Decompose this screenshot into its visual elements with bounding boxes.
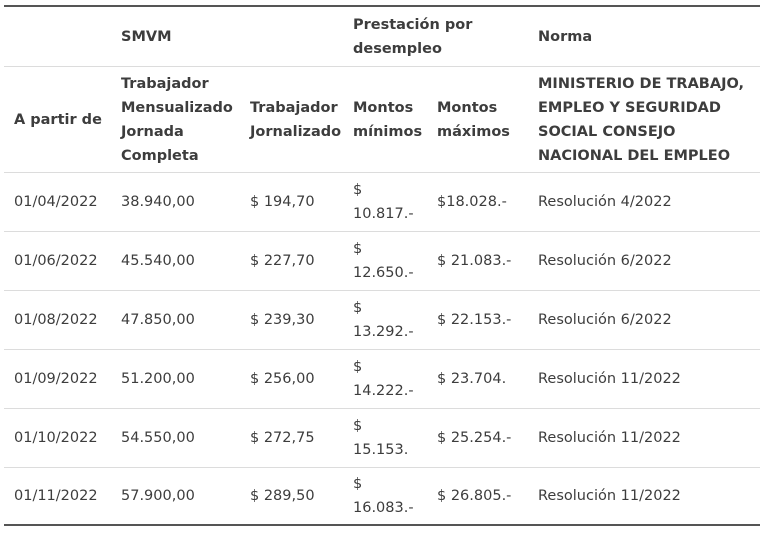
- cell-norma: Resolución 11/2022: [538, 488, 681, 504]
- header-prestacion: Prestación por desempleo: [343, 7, 528, 66]
- cell-mensualizado: 47.850,00: [121, 312, 195, 328]
- table-row: 01/10/2022 54.550,00 $ 272,75 $ 15.153. …: [4, 408, 760, 467]
- table-row: 01/08/2022 47.850,00 $ 239,30 $ 13.292.-…: [4, 290, 760, 349]
- cell-minimo-value: $ 12.650.-: [353, 241, 414, 281]
- cell-fecha: 01/06/2022: [14, 253, 98, 269]
- cell-jornalizado: $ 272,75: [250, 430, 315, 446]
- cell-fecha: 01/04/2022: [14, 194, 98, 210]
- header-a-partir-de: A partir de: [14, 111, 102, 128]
- header-norma: Norma: [538, 28, 593, 45]
- cell-jornalizado: $ 194,70: [250, 194, 315, 210]
- header-trabajador-mensualizado: Trabajador Mensualizado Jornada Completa: [111, 67, 240, 172]
- cell-norma: Resolución 4/2022: [538, 194, 672, 210]
- header-row-2: A partir de Trabajador Mensualizado Jorn…: [4, 66, 760, 172]
- cell-mensualizado: 38.940,00: [121, 194, 195, 210]
- cell-minimo-value: $ 16.083.-: [353, 476, 414, 516]
- cell-jornalizado: $ 239,30: [250, 312, 315, 328]
- cell-minimo: $ 13.292.-: [343, 291, 427, 349]
- cell-norma: Resolución 6/2022: [538, 312, 672, 328]
- cell-minimo: $ 16.083.-: [343, 468, 427, 524]
- header-empty-cell: [4, 7, 111, 66]
- table-row: 01/04/2022 38.940,00 $ 194,70 $ 10.817.-…: [4, 172, 760, 231]
- cell-norma: Resolución 11/2022: [538, 430, 681, 446]
- cell-maximo: $ 22.153.-: [437, 312, 512, 328]
- header-montos-maximos-label: Montos máximos: [437, 99, 510, 140]
- cell-maximo: $ 25.254.-: [437, 430, 512, 446]
- header-smvm: SMVM: [121, 28, 172, 45]
- cell-jornalizado: $ 227,70: [250, 253, 315, 269]
- table-row: 01/06/2022 45.540,00 $ 227,70 $ 12.650.-…: [4, 231, 760, 290]
- header-ministerio-label: MINISTERIO DE TRABAJO, EMPLEO Y SEGURIDA…: [538, 75, 744, 164]
- cell-minimo-value: $ 15.153.: [353, 418, 409, 458]
- cell-jornalizado: $ 289,50: [250, 488, 315, 504]
- cell-norma: Resolución 6/2022: [538, 253, 672, 269]
- cell-minimo-value: $ 14.222.-: [353, 359, 414, 399]
- header-montos-minimos: Montos mínimos: [343, 67, 427, 172]
- cell-minimo: $ 12.650.-: [343, 232, 427, 290]
- cell-mensualizado: 54.550,00: [121, 430, 195, 446]
- cell-minimo-value: $ 13.292.-: [353, 300, 414, 340]
- cell-mensualizado: 45.540,00: [121, 253, 195, 269]
- cell-mensualizado: 51.200,00: [121, 371, 195, 387]
- cell-minimo: $ 15.153.: [343, 409, 427, 467]
- cell-maximo: $ 26.805.-: [437, 488, 512, 504]
- cell-fecha: 01/10/2022: [14, 430, 98, 446]
- cell-norma: Resolución 11/2022: [538, 371, 681, 387]
- cell-minimo: $ 14.222.-: [343, 350, 427, 408]
- header-prestacion-label: Prestación por desempleo: [353, 16, 473, 57]
- header-ministerio: MINISTERIO DE TRABAJO, EMPLEO Y SEGURIDA…: [528, 67, 760, 172]
- cell-fecha: 01/09/2022: [14, 371, 98, 387]
- header-trabajador-jornalizado: Trabajador Jornalizado: [240, 67, 343, 172]
- cell-fecha: 01/08/2022: [14, 312, 98, 328]
- header-montos-maximos: Montos máximos: [427, 67, 528, 172]
- header-empty-cell: [240, 7, 343, 66]
- cell-maximo: $ 23.704.: [437, 371, 507, 387]
- salary-table: SMVM Prestación por desempleo Norma A pa…: [4, 5, 760, 526]
- cell-fecha: 01/11/2022: [14, 488, 98, 504]
- table-row: 01/09/2022 51.200,00 $ 256,00 $ 14.222.-…: [4, 349, 760, 408]
- cell-minimo: $ 10.817.-: [343, 173, 427, 231]
- cell-maximo: $18.028.-: [437, 194, 507, 210]
- cell-maximo: $ 21.083.-: [437, 253, 512, 269]
- cell-minimo-value: $ 10.817.-: [353, 182, 414, 222]
- header-trabajador-mensualizado-label: Trabajador Mensualizado Jornada Completa: [121, 75, 233, 164]
- header-row-1: SMVM Prestación por desempleo Norma: [4, 5, 760, 66]
- table-row: 01/11/2022 57.900,00 $ 289,50 $ 16.083.-…: [4, 467, 760, 526]
- cell-mensualizado: 57.900,00: [121, 488, 195, 504]
- header-trabajador-jornalizado-label: Trabajador Jornalizado: [250, 99, 342, 140]
- header-montos-minimos-label: Montos mínimos: [353, 99, 423, 140]
- cell-jornalizado: $ 256,00: [250, 371, 315, 387]
